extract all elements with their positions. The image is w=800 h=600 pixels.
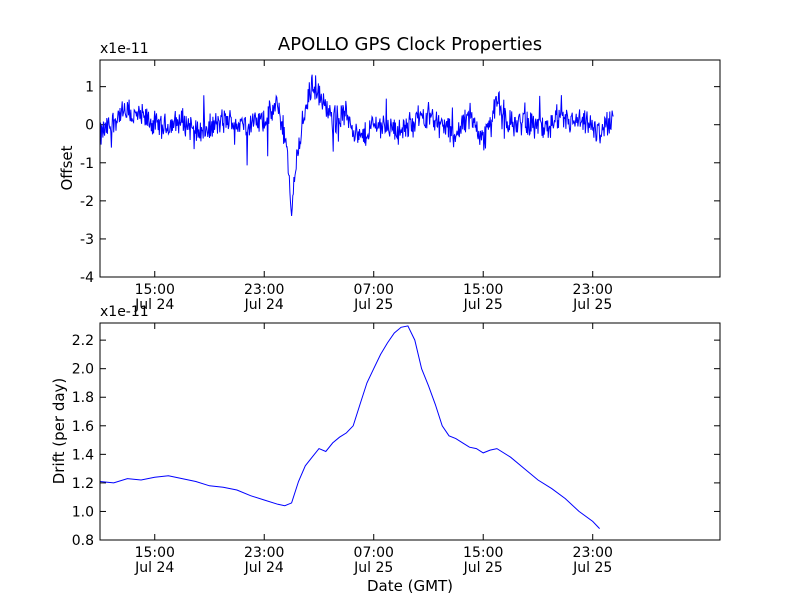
offset-yticks: -4 -3 -2 -1 0 1 xyxy=(80,80,720,286)
ytick-label: 2.2 xyxy=(72,333,94,349)
offset-scale-label: x1e-11 xyxy=(100,41,149,57)
ytick-label: -3 xyxy=(80,232,94,248)
ytick-label: 0 xyxy=(85,118,94,134)
offset-plot-frame xyxy=(99,59,721,278)
xtick-time-label: 15:00 xyxy=(135,545,175,561)
xtick-time-label: 15:00 xyxy=(463,282,503,298)
xtick-time-label: 15:00 xyxy=(463,545,503,561)
drift-yticks: 0.8 1.0 1.2 1.4 1.6 1.8 2.0 2.2 xyxy=(72,333,720,549)
ytick-label: -4 xyxy=(80,270,94,286)
xtick-date-label: Jul 25 xyxy=(353,560,393,576)
xtick-time-label: 15:00 xyxy=(135,282,175,298)
ytick-label: 1.4 xyxy=(72,447,94,463)
xtick-time-label: 23:00 xyxy=(244,282,284,298)
ytick-label: -2 xyxy=(80,194,94,210)
xtick-date-label: Jul 24 xyxy=(134,560,174,576)
offset-ylabel: Offset xyxy=(58,145,76,190)
ytick-label: 1.0 xyxy=(72,504,94,520)
ytick-label: 1.2 xyxy=(72,476,94,492)
ytick-label: 1.8 xyxy=(72,390,94,406)
drift-series-line xyxy=(99,325,600,529)
xtick-date-label: Jul 24 xyxy=(244,297,284,313)
xtick-time-label: 23:00 xyxy=(573,282,613,298)
xtick-time-label: 07:00 xyxy=(354,545,394,561)
ytick-label: -1 xyxy=(80,156,94,172)
ytick-label: 0.8 xyxy=(72,533,94,549)
xtick-date-label: Jul 25 xyxy=(463,560,503,576)
xtick-time-label: 23:00 xyxy=(244,545,284,561)
xtick-date-label: Jul 25 xyxy=(572,297,612,313)
ytick-label: 1.6 xyxy=(72,419,94,435)
xtick-date-label: Jul 24 xyxy=(134,297,174,313)
drift-ylabel: Drift (per day) xyxy=(50,378,68,485)
chart-title: APOLLO GPS Clock Properties xyxy=(278,34,542,55)
drift-scale-label: x1e-11 xyxy=(100,304,149,320)
xtick-date-label: Jul 25 xyxy=(353,297,393,313)
xtick-time-label: 07:00 xyxy=(354,282,394,298)
offset-series-line xyxy=(99,74,614,217)
xtick-date-label: Jul 25 xyxy=(463,297,503,313)
drift-plot-frame xyxy=(99,322,721,541)
xtick-time-label: 23:00 xyxy=(573,545,613,561)
xtick-date-label: Jul 24 xyxy=(244,560,284,576)
xtick-date-label: Jul 25 xyxy=(572,560,612,576)
drift-xlabel: Date (GMT) xyxy=(367,577,453,595)
ytick-label: 2.0 xyxy=(72,362,94,378)
ytick-label: 1 xyxy=(85,80,94,96)
